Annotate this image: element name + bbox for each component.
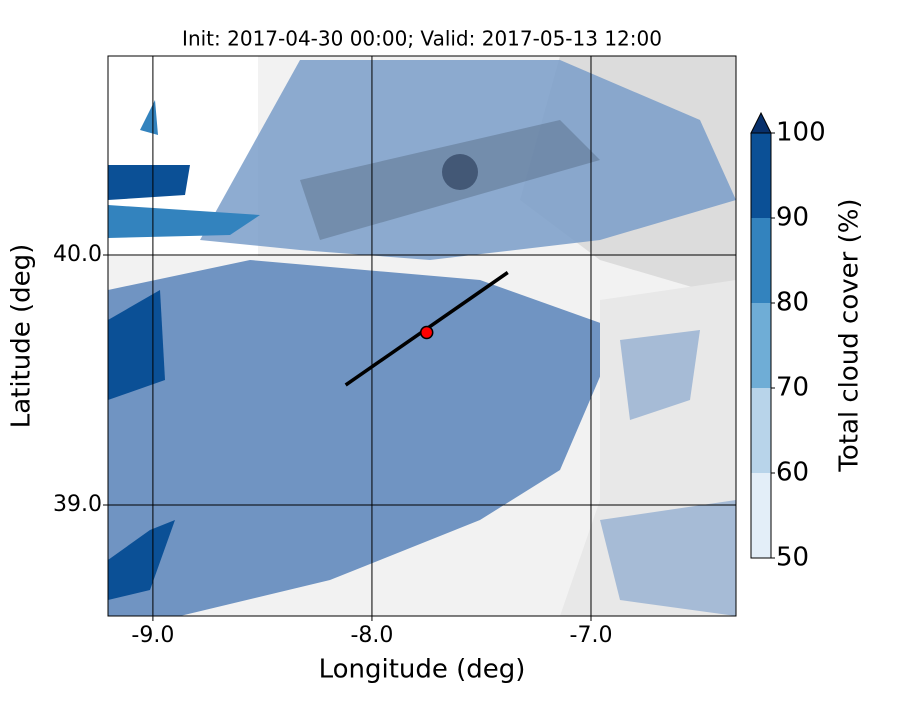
colorbar-segment (751, 303, 771, 388)
map-background (108, 56, 736, 616)
colorbar-frame (750, 132, 772, 559)
colorbar-tick-label: 100 (776, 118, 826, 148)
colorbar-extend (750, 111, 772, 134)
colorbar-segment (751, 133, 771, 218)
colorbar-segment (751, 218, 771, 303)
y-tick-label: 39.0 (53, 492, 102, 517)
colorbar-label: Total cloud cover (%) (835, 198, 865, 472)
grid (108, 56, 736, 616)
x-axis-label: Longitude (deg) (319, 655, 526, 685)
x-tick-label: -9.0 (131, 623, 174, 648)
colorbar-tick-label: 70 (776, 373, 809, 403)
y-axis-label: Latitude (deg) (7, 244, 37, 429)
x-tick-label: -8.0 (350, 623, 393, 648)
x-tick-label: -7.0 (570, 623, 613, 648)
colorbar-tick-label: 60 (776, 458, 809, 488)
point-marker (419, 325, 434, 340)
plot-frame (107, 55, 737, 617)
colorbar-tick-label: 90 (776, 203, 809, 233)
y-tick-label: 40.0 (53, 242, 102, 267)
colorbar-tick-label: 80 (776, 288, 809, 318)
colorbar-tick-label: 50 (776, 543, 809, 573)
colorbar-segment (751, 473, 771, 558)
chart-title: Init: 2017-04-30 00:00; Valid: 2017-05-1… (182, 27, 662, 51)
colorbar-segment (751, 388, 771, 473)
